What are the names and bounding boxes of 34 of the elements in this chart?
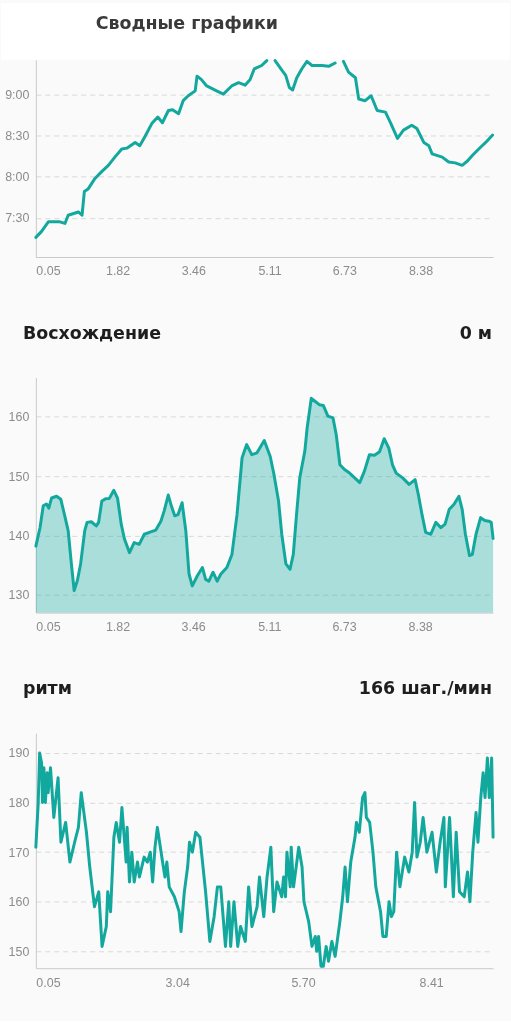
y-tick-label: 8:30	[5, 129, 30, 144]
x-tick-label: 3.46	[181, 264, 207, 279]
x-tick-label: 5.11	[258, 620, 282, 635]
x-tick-label: 3.46	[181, 620, 206, 635]
y-tick-label: 8:00	[5, 170, 30, 185]
text: 0 м	[459, 322, 493, 343]
chart-title: ритм	[22, 678, 72, 699]
x-tick-label: 0.05	[36, 975, 61, 990]
chart-title: Сводные графики	[95, 12, 279, 33]
y-tick-label: 9:00	[5, 88, 30, 103]
x-tick-label: 1.82	[105, 620, 131, 635]
x-tick-label: 5.11	[258, 264, 282, 279]
text: 166 шаг./мин	[358, 678, 493, 699]
y-tick-label: 180	[8, 796, 30, 811]
y-tick-label: 7:30	[5, 211, 30, 226]
x-tick-label: 8.41	[419, 975, 444, 990]
x-tick-label: 1.82	[105, 264, 131, 279]
y-tick-label: 150	[8, 469, 30, 484]
y-tick-label: 190	[8, 746, 30, 761]
x-tick-label: 6.73	[332, 264, 358, 279]
y-tick-label: 130	[8, 588, 30, 603]
x-tick-label: 5.70	[291, 975, 316, 990]
y-tick-label: 160	[8, 895, 30, 910]
y-tick-label: 150	[8, 944, 30, 959]
y-tick-label: 160	[8, 410, 30, 425]
x-tick-label: 6.73	[332, 620, 357, 635]
x-tick-label: 0.05	[36, 264, 61, 279]
x-tick-label: 0.05	[36, 620, 61, 635]
y-tick-label: 170	[8, 845, 30, 860]
x-tick-label: 3.04	[165, 975, 190, 990]
chart-title: Восхождение	[22, 322, 161, 343]
y-tick-label: 140	[8, 528, 30, 543]
x-tick-label: 8.38	[408, 620, 433, 635]
x-tick-label: 8.38	[408, 264, 434, 279]
